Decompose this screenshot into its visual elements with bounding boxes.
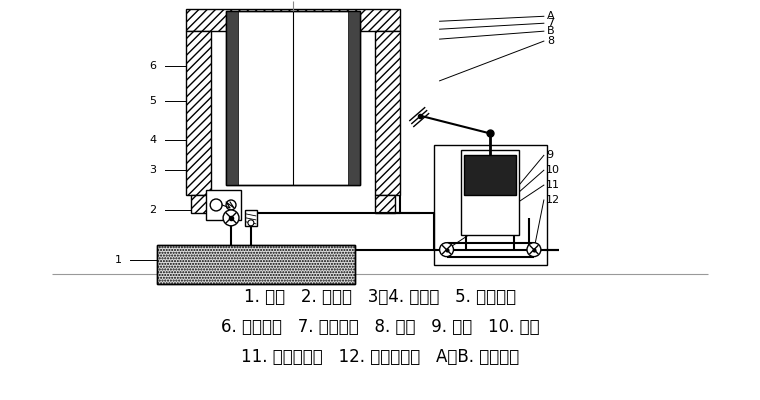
Bar <box>245 210 257 226</box>
Bar <box>157 245 355 284</box>
Bar <box>434 145 547 264</box>
Text: 4: 4 <box>150 136 157 146</box>
Text: 1: 1 <box>115 254 122 264</box>
Text: 8: 8 <box>547 36 554 46</box>
Bar <box>375 195 395 213</box>
Bar <box>157 245 355 284</box>
Text: 10: 10 <box>546 165 560 175</box>
Bar <box>206 190 241 220</box>
Bar <box>226 11 238 185</box>
Circle shape <box>211 199 222 211</box>
Circle shape <box>226 200 236 210</box>
Bar <box>186 9 400 31</box>
Text: 5: 5 <box>150 96 157 106</box>
Text: 12: 12 <box>546 195 560 205</box>
Bar <box>186 31 211 195</box>
Circle shape <box>248 220 254 226</box>
Bar <box>226 11 360 185</box>
Text: 1. 油箱   2. 截止阀   3、4. 单向阀   5. 大缸缸筒: 1. 油箱 2. 截止阀 3、4. 单向阀 5. 大缸缸筒 <box>244 288 516 306</box>
Bar <box>192 195 211 213</box>
Text: 6. 大缸柱塞   7. 小缸柱塞   8. 压杆   9. 活塞   10. 泵缸: 6. 大缸柱塞 7. 小缸柱塞 8. 压杆 9. 活塞 10. 泵缸 <box>220 318 540 336</box>
Bar <box>226 11 360 185</box>
Circle shape <box>439 243 454 257</box>
Circle shape <box>223 210 239 226</box>
Text: 11. 压油单向阀   12. 吸油单向阀   A、B. 工作油腔: 11. 压油单向阀 12. 吸油单向阀 A、B. 工作油腔 <box>241 348 519 366</box>
Circle shape <box>527 243 541 257</box>
Text: 6: 6 <box>150 61 157 71</box>
Text: 2: 2 <box>150 205 157 215</box>
Text: 11: 11 <box>546 180 560 190</box>
Text: 3: 3 <box>150 165 157 175</box>
Bar <box>375 31 400 195</box>
Bar <box>464 155 516 195</box>
Text: A: A <box>547 11 555 21</box>
Text: B: B <box>547 26 555 36</box>
Text: 7: 7 <box>547 18 554 28</box>
Text: 9: 9 <box>546 150 553 160</box>
Bar <box>348 11 360 185</box>
Bar <box>461 150 519 235</box>
